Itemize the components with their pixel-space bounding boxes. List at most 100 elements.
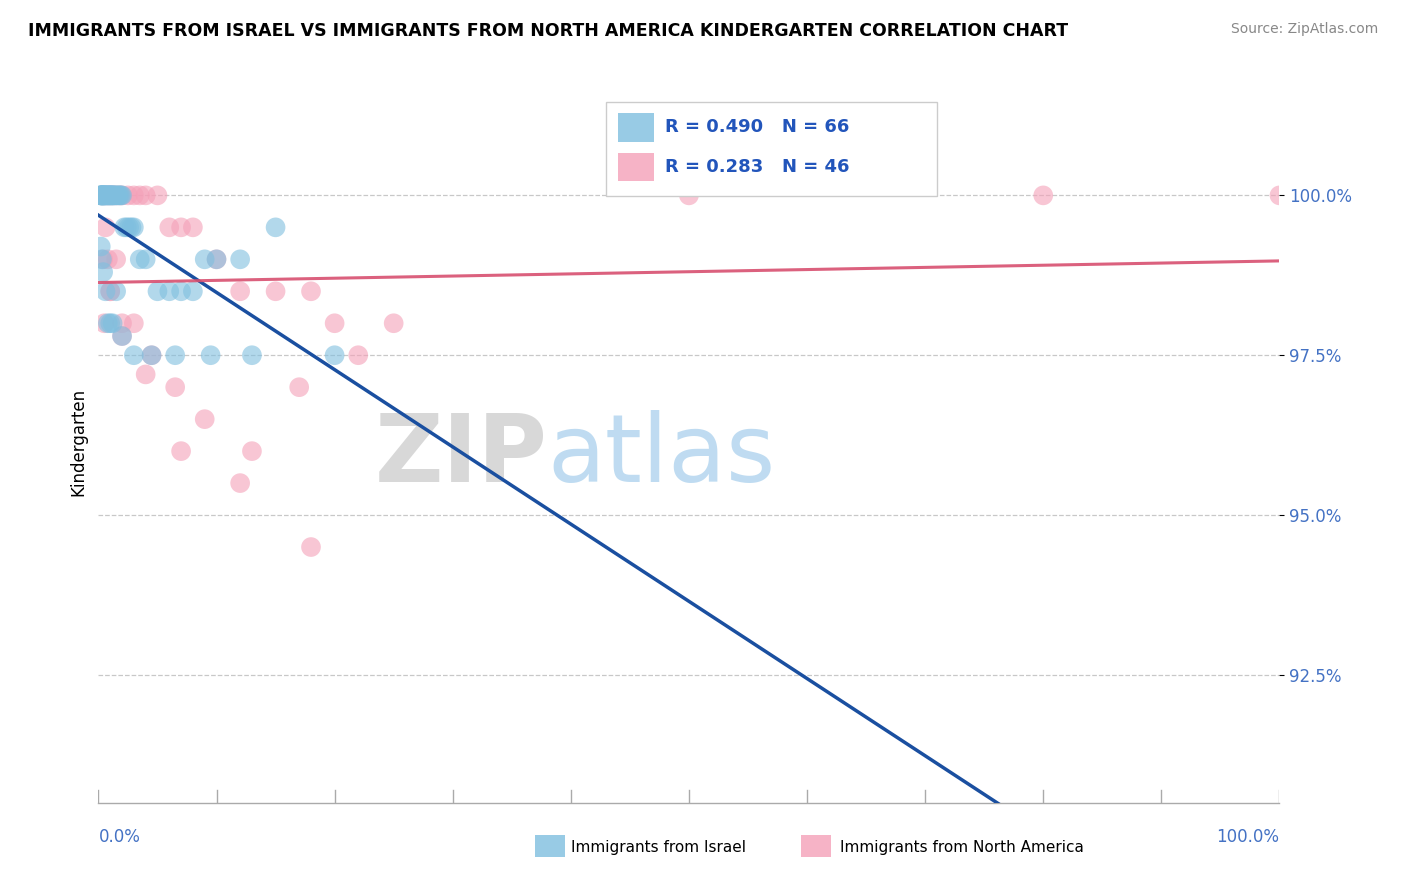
Point [105,188,128,202]
Point [100,188,122,202]
Point [122,188,145,202]
Point [103,188,125,202]
Point [101,316,124,330]
Point [91,188,114,202]
Point [98,285,121,299]
Point [157,220,180,235]
Point [90,188,112,202]
Point [94,220,117,235]
Point [141,348,163,362]
Point [105,188,128,202]
Point [135,368,157,382]
Point [240,348,263,362]
Point [194,412,217,426]
Point [105,285,128,299]
Point [100,188,122,202]
Point [98,188,121,202]
Point [97,188,120,202]
Point [194,252,217,267]
Point [111,188,134,202]
Point [111,329,134,343]
Point [97,188,120,202]
Point [98,188,121,202]
Point [103,188,125,202]
Point [112,220,135,235]
Point [108,188,131,202]
Point [111,329,134,343]
Point [121,220,143,235]
Point [104,188,127,202]
Point [93,188,115,202]
Point [100,188,122,202]
FancyBboxPatch shape [536,835,565,857]
Point [1032,188,1054,202]
Point [91,188,114,202]
Point [299,285,322,299]
Point [94,188,117,202]
Point [96,188,118,202]
Point [94,285,117,299]
Point [135,188,157,202]
Point [89,188,111,202]
Point [94,188,117,202]
Point [264,285,287,299]
Point [165,348,187,362]
Text: 100.0%: 100.0% [1216,828,1279,847]
Point [90,239,112,253]
Point [91,265,114,279]
Text: IMMIGRANTS FROM ISRAEL VS IMMIGRANTS FROM NORTH AMERICA KINDERGARTEN CORRELATION: IMMIGRANTS FROM ISRAEL VS IMMIGRANTS FRO… [28,22,1069,40]
Point [146,188,169,202]
Point [101,188,124,202]
Text: Source: ZipAtlas.com: Source: ZipAtlas.com [1230,22,1378,37]
Point [205,252,228,267]
Point [91,252,114,267]
Point [93,188,115,202]
Point [678,188,700,202]
Point [128,252,150,267]
Point [170,444,193,458]
Point [205,252,228,267]
Text: Immigrants from North America: Immigrants from North America [841,840,1084,855]
Point [97,252,120,267]
Point [323,348,346,362]
Point [122,316,145,330]
Text: atlas: atlas [547,410,776,502]
Point [347,348,370,362]
Point [96,188,118,202]
Point [122,348,145,362]
Text: Immigrants from Israel: Immigrants from Israel [571,840,745,855]
Point [90,188,112,202]
Point [91,188,114,202]
Point [118,220,141,235]
Point [323,316,346,330]
Point [111,188,134,202]
Point [122,220,145,235]
Point [93,188,115,202]
Point [382,316,405,330]
Point [157,285,180,299]
Point [103,188,125,202]
Point [91,252,114,267]
Point [105,252,128,267]
Point [96,188,118,202]
Point [98,188,121,202]
Point [299,540,322,554]
Point [288,380,311,394]
Point [115,220,138,235]
Point [90,188,112,202]
Point [111,316,134,330]
Point [170,220,193,235]
Point [94,188,117,202]
Point [110,188,132,202]
Point [93,316,115,330]
Point [181,220,204,235]
Point [135,252,157,267]
Point [181,285,204,299]
Text: R = 0.283   N = 46: R = 0.283 N = 46 [665,158,849,176]
Point [1268,188,1291,202]
Point [91,188,114,202]
FancyBboxPatch shape [801,835,831,857]
Point [229,476,252,491]
Point [128,188,150,202]
Point [264,220,287,235]
